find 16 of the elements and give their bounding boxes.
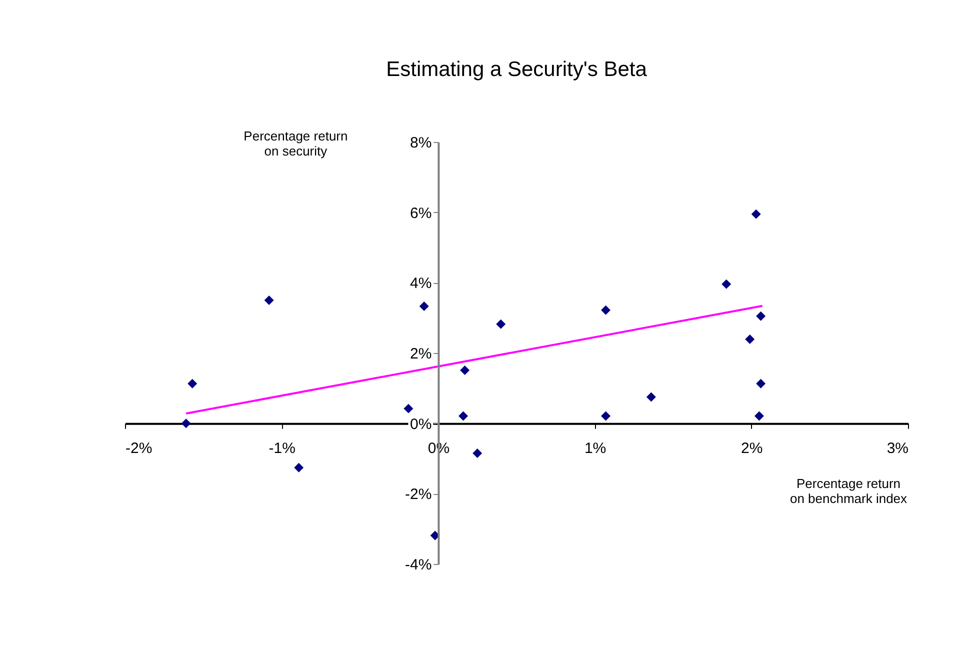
x-tick-label: 0% [428,440,450,457]
y-tick-label: 4% [410,275,432,292]
y-tick-label: 6% [410,204,432,222]
x-axis-title: Percentage return on benchmark index [790,476,908,506]
x-tick-label: 1% [584,440,606,457]
x-tick-label: -1% [268,440,296,457]
y-tick-label: 8% [410,134,432,152]
x-tick-label: -2% [126,440,152,457]
y-tick-label: 0% [410,416,432,433]
x-tick-label: 2% [741,440,763,457]
y-axis-title: Percentage return on security [244,128,348,158]
y-tick-label: -4% [405,556,432,574]
chart-title: Estimating a Security's Beta [386,58,648,81]
y-tick-label: 2% [410,346,432,362]
y-tick-label: -2% [405,486,432,504]
x-tick-label: 3% [886,440,908,457]
